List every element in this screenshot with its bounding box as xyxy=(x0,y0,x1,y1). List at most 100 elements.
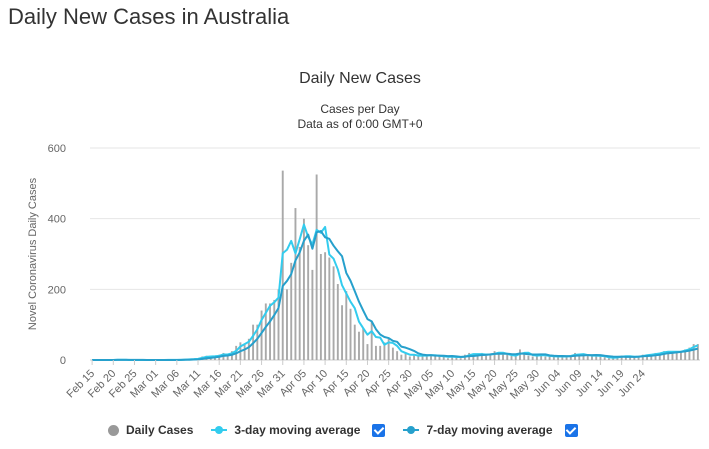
daily-cases-bar xyxy=(451,355,454,360)
daily-cases-bar xyxy=(595,354,598,360)
daily-cases-bar xyxy=(294,208,297,360)
daily-cases-bar xyxy=(688,347,691,360)
daily-cases-bar xyxy=(438,356,441,360)
daily-cases-bar xyxy=(408,356,411,360)
daily-cases-bar xyxy=(341,305,344,360)
legend-label-daily-cases: Daily Cases xyxy=(126,423,194,437)
daily-cases-bar xyxy=(603,357,606,360)
daily-cases-bar xyxy=(514,356,517,360)
daily-cases-bar xyxy=(569,355,572,360)
daily-cases-bar xyxy=(260,310,263,360)
daily-cases-bar xyxy=(370,321,373,360)
daily-cases-bar xyxy=(425,354,428,360)
page-title: Daily New Cases in Australia xyxy=(8,4,290,29)
legend-item-7day-average[interactable]: 7-day moving average xyxy=(403,423,578,437)
daily-cases-bar xyxy=(247,338,250,360)
daily-cases-bar xyxy=(480,352,483,360)
daily-cases-bar xyxy=(442,355,445,360)
daily-cases-bar xyxy=(671,352,674,360)
daily-cases-bar xyxy=(455,357,458,360)
daily-cases-bar xyxy=(497,352,500,360)
3-day-average-line xyxy=(92,223,699,361)
daily-cases-bar xyxy=(345,291,348,360)
daily-cases-bar xyxy=(315,174,318,360)
daily-cases-bar xyxy=(243,344,246,360)
daily-cases-bar xyxy=(446,358,449,360)
legend-label-3day-average: 3-day moving average xyxy=(234,423,361,437)
daily-cases-bar xyxy=(493,351,496,360)
daily-cases-bar xyxy=(599,356,602,360)
daily-cases-bar xyxy=(349,308,352,360)
checkbox-3day-average[interactable] xyxy=(372,423,386,437)
daily-cases-bar xyxy=(417,355,420,360)
daily-cases-bar xyxy=(591,356,593,360)
daily-cases-bar xyxy=(286,289,288,360)
daily-cases-bar xyxy=(489,354,492,360)
daily-cases-bar xyxy=(332,266,335,360)
legend-dot-icon xyxy=(108,424,119,436)
daily-cases-bar xyxy=(290,262,293,360)
daily-cases-bar xyxy=(421,356,424,360)
daily-cases-bar xyxy=(679,351,682,360)
daily-cases-bar xyxy=(396,351,399,360)
daily-cases-bar xyxy=(400,354,403,360)
daily-cases-bar xyxy=(535,354,538,360)
daily-cases-bar xyxy=(650,354,653,360)
daily-cases-bar xyxy=(620,355,623,360)
daily-cases-bar xyxy=(544,356,547,360)
daily-cases-bar xyxy=(226,355,229,360)
daily-cases-bar xyxy=(430,354,432,360)
daily-cases-bar xyxy=(379,345,382,360)
daily-cases-bar xyxy=(298,246,301,360)
daily-cases-bar xyxy=(269,303,271,360)
daily-cases-bar xyxy=(502,354,504,360)
daily-cases-bar xyxy=(624,356,627,360)
legend-label-7day-average: 7-day moving average xyxy=(426,423,553,437)
daily-cases-bar xyxy=(607,358,610,360)
daily-cases-bar xyxy=(531,356,534,360)
daily-cases-bar xyxy=(510,355,513,360)
daily-cases-bar xyxy=(561,356,564,360)
daily-cases-bar xyxy=(548,356,551,360)
daily-cases-bar xyxy=(404,352,407,360)
daily-cases-bar xyxy=(637,356,640,360)
chart-title: Daily New Cases xyxy=(299,70,421,87)
daily-cases-bar xyxy=(264,303,267,360)
daily-cases-bar xyxy=(383,342,386,360)
chart-subtitle-2: Data as of 0:00 GMT+0 xyxy=(297,117,422,131)
daily-cases-bar xyxy=(307,245,310,360)
daily-cases-bar xyxy=(646,354,649,360)
daily-cases-bar xyxy=(485,355,488,360)
y-tick-label: 400 xyxy=(48,214,66,226)
daily-cases-bar xyxy=(667,351,670,360)
y-tick-label: 600 xyxy=(48,143,66,155)
daily-cases-bar xyxy=(277,289,280,360)
check-icon xyxy=(373,423,385,435)
daily-cases-bar xyxy=(633,357,636,360)
daily-cases-bar xyxy=(582,354,585,360)
daily-cases-bar xyxy=(684,349,687,360)
daily-cases-bar xyxy=(540,354,543,360)
daily-cases-bar xyxy=(256,324,259,360)
daily-cases-bar xyxy=(641,354,644,360)
daily-cases-bar xyxy=(692,344,695,360)
moving-average-lines xyxy=(92,223,699,361)
daily-cases-bar xyxy=(506,354,509,360)
daily-cases-bar xyxy=(476,354,479,360)
daily-cases-bars xyxy=(116,170,699,360)
daily-cases-bar xyxy=(413,354,416,360)
daily-cases-bar xyxy=(328,257,331,360)
daily-cases-bar xyxy=(353,324,356,360)
daily-cases-bar xyxy=(434,356,437,360)
legend-item-3day-average[interactable]: 3-day moving average xyxy=(211,423,386,437)
daily-cases-bar xyxy=(578,354,581,360)
legend-item-daily-cases[interactable]: Daily Cases xyxy=(108,423,193,437)
daily-cases-bar xyxy=(565,355,568,360)
daily-cases-bar xyxy=(324,252,327,360)
daily-cases-bar xyxy=(472,354,475,360)
daily-cases-bar xyxy=(557,357,560,360)
checkbox-7day-average[interactable] xyxy=(564,423,578,437)
legend-line-icon xyxy=(403,426,420,434)
daily-cases-bar xyxy=(612,357,615,360)
daily-cases-bar xyxy=(273,299,276,360)
